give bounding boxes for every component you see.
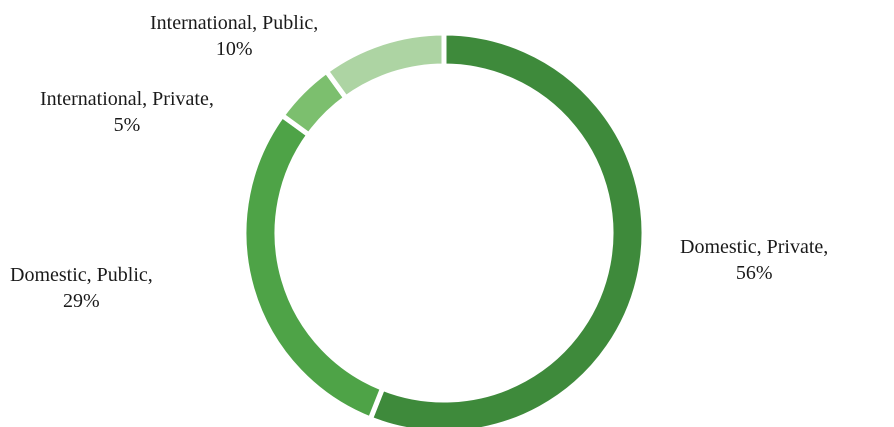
- slice-label-category: Domestic, Private,: [680, 236, 829, 258]
- slice-label-value: 29%: [63, 290, 100, 312]
- slice-label-value: 10%: [215, 38, 253, 60]
- slice-label-international-private: International, Private, 5%: [40, 86, 214, 138]
- slice-label-category: International, Private,: [40, 88, 214, 110]
- slice-label-domestic-public: Domestic, Public, 29%: [10, 262, 153, 314]
- slice-label-international-public: International, Public, 10%: [150, 10, 318, 62]
- slice-domestic-public: [241, 111, 386, 423]
- slice-label-value: 56%: [735, 262, 773, 284]
- slice-label-domestic-private: Domestic, Private, 56%: [680, 234, 828, 286]
- slice-label-category: Domestic, Public,: [10, 264, 153, 286]
- slice-label-category: International, Public,: [150, 12, 319, 34]
- slice-label-value: 5%: [113, 114, 141, 136]
- slice-domestic-private: [367, 30, 647, 427]
- slice-international-public: [322, 30, 447, 102]
